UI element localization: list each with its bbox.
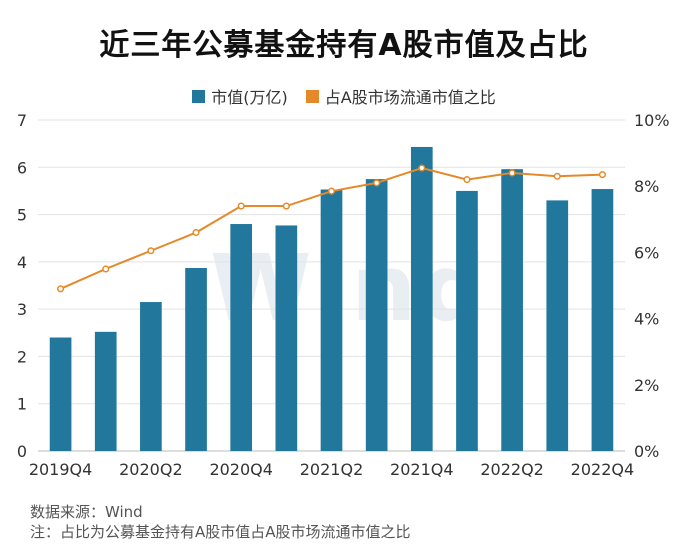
- bar: [320, 189, 343, 451]
- y-axis-right: 0% 2% 4% 6% 8% 10%: [634, 111, 670, 461]
- line-point: [192, 228, 200, 237]
- y-tick-label: 7: [17, 111, 27, 130]
- combo-chart: 0 1 2 3 4 5 6 7 0% 2% 4% 6% 8% 10% 2019Q4 2020Q2 2020Q…: [17, 111, 670, 479]
- bar: [275, 225, 298, 451]
- legend-item-ratio: 占A股市场流通市值之比: [305, 84, 496, 108]
- legend-label-market-value: 市值(万亿): [211, 88, 288, 107]
- legend: 市值(万亿) 占A股市场流通市值之比: [0, 84, 688, 108]
- y-tick-label: 4: [17, 253, 27, 272]
- y-tick-label: 3: [17, 300, 27, 319]
- x-tick-label: 2022Q4: [571, 460, 635, 479]
- line-point: [418, 164, 426, 172]
- x-axis: 2019Q4 2020Q2 2020Q4 2021Q2 2021Q4 2022Q2 2022…: [29, 460, 634, 479]
- bar: [410, 146, 433, 451]
- chart-title: 近三年公募基金持有A股市值及占比: [99, 28, 589, 63]
- x-tick-label: 2021Q4: [390, 460, 454, 479]
- y-tick-label: 1: [17, 395, 27, 414]
- watermark-logo: Wind: [210, 235, 491, 342]
- bar: [230, 224, 253, 451]
- line-point: [553, 172, 561, 180]
- x-tick-label: 2019Q4: [29, 460, 93, 479]
- source-note: 数据来源：Wind: [30, 503, 143, 521]
- bar-series: [49, 146, 614, 452]
- bar: [456, 190, 478, 451]
- legend-label-ratio: 占A股市场流通市值之比: [324, 88, 496, 107]
- x-tick-label: 2022Q2: [480, 460, 544, 479]
- y2-tick-label: 2%: [634, 376, 659, 395]
- legend-swatch-bar: [192, 89, 206, 103]
- legend-swatch-line: [305, 89, 319, 103]
- bar: [501, 169, 523, 452]
- line-point: [57, 285, 65, 293]
- notes: 数据来源：Wind 注：占比为公募基金持有A股市值占A股市场流通市值之比: [30, 502, 411, 542]
- line-point: [508, 169, 516, 177]
- bar: [94, 331, 117, 451]
- line-point: [463, 176, 471, 184]
- y2-tick-label: 8%: [634, 177, 659, 196]
- y-tick-label: 0: [17, 442, 27, 461]
- line-series: [57, 164, 606, 293]
- bar: [49, 337, 72, 451]
- y2-tick-label: 10%: [634, 111, 670, 130]
- line-point: [102, 265, 110, 273]
- line-point: [147, 247, 155, 255]
- y-tick-label: 5: [17, 206, 27, 225]
- line-point: [327, 187, 336, 195]
- bar: [365, 179, 388, 451]
- y2-tick-label: 6%: [634, 243, 659, 262]
- y2-tick-label: 4%: [634, 310, 659, 329]
- line-point: [237, 202, 245, 210]
- bar: [140, 302, 162, 451]
- y-axis-left: 0 1 2 3 4 5 6 7: [17, 111, 27, 461]
- line-point: [373, 179, 381, 187]
- bar: [591, 189, 614, 451]
- x-tick-label: 2020Q4: [209, 460, 273, 479]
- footnote: 注：占比为公募基金持有A股市值占A股市场流通市值之比: [30, 523, 411, 541]
- y-tick-label: 6: [17, 158, 27, 177]
- line-point: [598, 171, 606, 179]
- y2-tick-label: 0%: [634, 442, 659, 461]
- x-tick-label: 2020Q2: [119, 460, 183, 479]
- legend-item-market-value: 市值(万亿): [192, 84, 288, 108]
- bar: [546, 200, 569, 451]
- y-tick-label: 2: [17, 347, 27, 366]
- x-tick-label: 2021Q2: [300, 460, 364, 479]
- bar: [185, 268, 207, 451]
- line-point: [282, 202, 290, 210]
